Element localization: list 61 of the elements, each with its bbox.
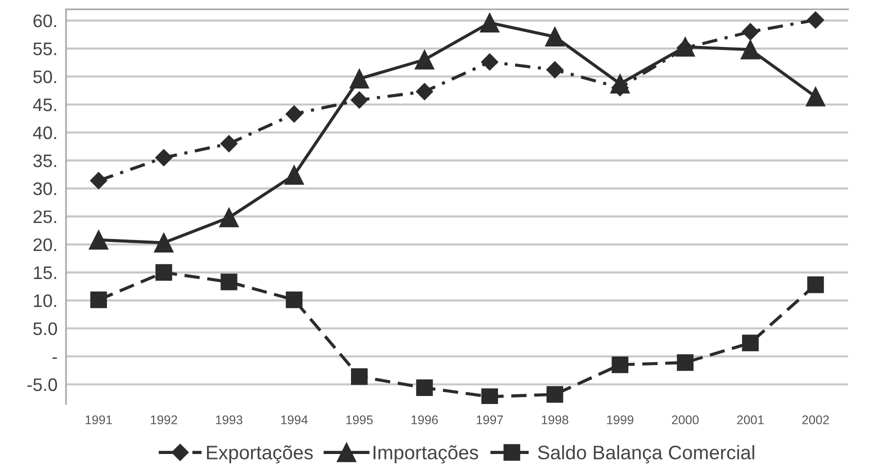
point: [284, 165, 304, 185]
point: [806, 86, 826, 106]
point: [220, 274, 238, 290]
point: [807, 11, 824, 29]
point: [676, 354, 694, 371]
point: [740, 40, 760, 60]
x-tick-label: 2001: [737, 415, 764, 424]
y-tick-label: 5.0: [33, 322, 58, 336]
point: [481, 53, 498, 71]
point: [416, 379, 433, 396]
point: [742, 23, 759, 40]
x-tick-label: 1992: [150, 415, 178, 424]
point: [90, 172, 108, 190]
point: [414, 50, 434, 70]
x-tick-label: 1994: [281, 415, 308, 424]
x-tick-label: 1998: [542, 415, 568, 424]
y-tick-label: 40.: [33, 126, 56, 140]
point: [155, 264, 172, 281]
y-tick-label: 35.: [33, 154, 56, 168]
y-tick-label: 60.: [34, 14, 56, 28]
point: [350, 69, 370, 88]
x-tick-label: 1991: [86, 415, 112, 424]
y-tick-label: 45.: [33, 98, 56, 112]
point: [742, 334, 759, 352]
y-tick-label: 10.: [34, 294, 56, 308]
point: [90, 292, 107, 308]
point: [286, 292, 302, 308]
point: [480, 13, 500, 32]
point: [220, 135, 238, 152]
y-tick-label: 55.: [33, 42, 56, 56]
point: [286, 105, 303, 123]
x-tick-label: 1996: [412, 415, 438, 424]
x-tick-label: 2002: [802, 415, 829, 424]
point: [545, 27, 565, 46]
point: [155, 149, 172, 166]
legend-label: Exportações: [207, 445, 313, 464]
x-tick-label: 1995: [346, 415, 373, 424]
x-tick-label: 2000: [672, 415, 699, 424]
x-tick-label: 1997: [476, 415, 503, 424]
point: [88, 230, 108, 250]
point: [154, 233, 174, 252]
y-tick-label: 15.: [34, 266, 56, 280]
y-tick-label: -: [52, 357, 57, 359]
point: [807, 276, 824, 294]
y-tick-label: 50.: [33, 70, 56, 84]
point: [416, 83, 434, 100]
point: [612, 356, 628, 374]
y-tick-label: -5.0: [27, 378, 58, 392]
y-tick-label: 20.: [34, 238, 56, 252]
x-tick-label: 1993: [216, 415, 242, 424]
y-tick-label: 30.: [33, 182, 56, 196]
legend-label: Saldo Balança Comercial: [538, 445, 754, 464]
point: [219, 208, 239, 228]
legend-label: Importações: [374, 445, 478, 464]
y-tick-label: 25.: [34, 210, 56, 224]
point: [546, 61, 564, 78]
point: [350, 91, 368, 109]
point: [546, 386, 564, 403]
point: [351, 368, 368, 385]
point: [481, 388, 498, 404]
x-tick-label: 1999: [607, 415, 634, 424]
